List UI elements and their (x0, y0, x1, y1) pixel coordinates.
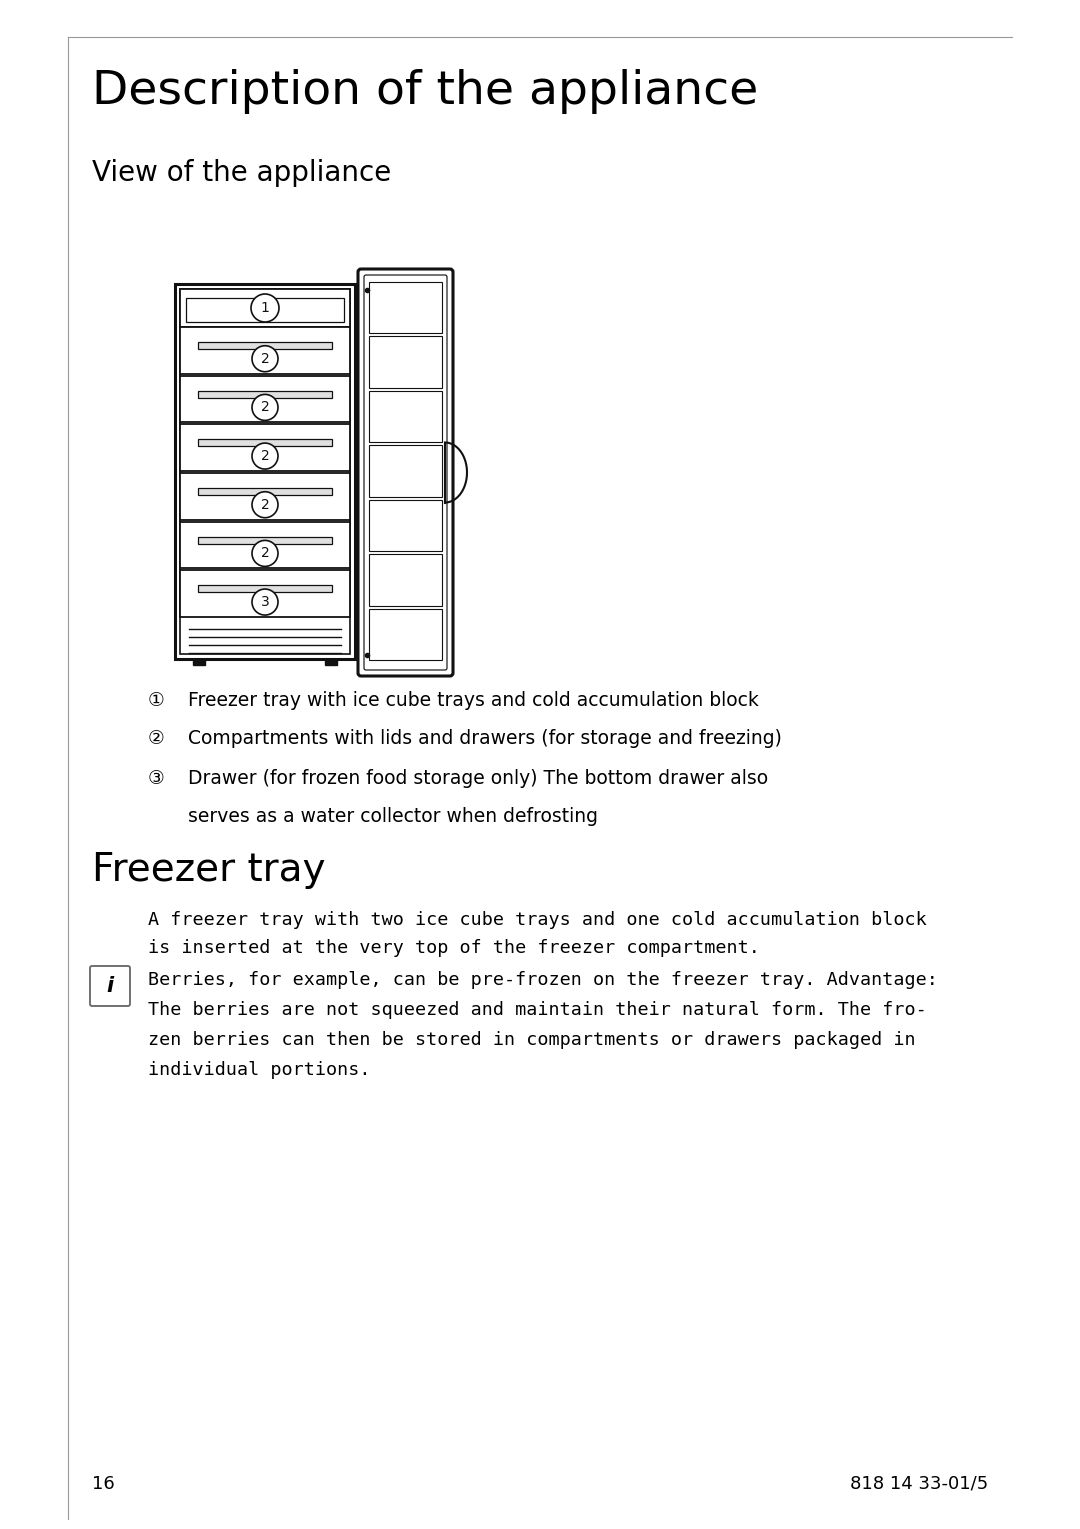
Bar (186, 298, 345, 323)
Text: Drawer (for frozen food storage only) The bottom drawer also: Drawer (for frozen food storage only) Th… (188, 769, 768, 787)
Circle shape (252, 540, 278, 566)
Text: 2: 2 (260, 352, 269, 365)
Text: zen berries can then be stored in compartments or drawers packaged in: zen berries can then be stored in compar… (148, 1031, 916, 1049)
Bar (198, 390, 332, 398)
Circle shape (252, 394, 278, 420)
Text: ②: ② (148, 729, 165, 748)
Text: Freezer tray with ice cube trays and cold accumulation block: Freezer tray with ice cube trays and col… (188, 691, 759, 709)
Bar (369, 609, 442, 661)
Text: 2: 2 (260, 546, 269, 561)
Bar (175, 284, 355, 659)
Bar (369, 445, 442, 497)
Bar (180, 289, 350, 327)
Bar (193, 659, 205, 665)
Text: 3: 3 (260, 595, 269, 609)
Bar (180, 521, 350, 569)
Text: Freezer tray: Freezer tray (92, 852, 325, 888)
Bar (180, 289, 350, 654)
Bar (369, 500, 442, 550)
Text: Description of the appliance: Description of the appliance (92, 69, 758, 115)
Text: ①: ① (148, 691, 165, 709)
Text: individual portions.: individual portions. (148, 1061, 370, 1079)
Text: Berries, for example, can be pre-frozen on the freezer tray. Advantage:: Berries, for example, can be pre-frozen … (148, 971, 937, 989)
Bar (180, 327, 350, 373)
Text: ③: ③ (148, 769, 165, 787)
Circle shape (252, 346, 278, 372)
Bar (180, 425, 350, 471)
Circle shape (252, 492, 278, 518)
Text: Compartments with lids and drawers (for storage and freezing): Compartments with lids and drawers (for … (188, 729, 782, 748)
Bar (198, 439, 332, 446)
Circle shape (252, 443, 278, 469)
Bar (180, 570, 350, 618)
Text: 2: 2 (260, 498, 269, 512)
Text: 818 14 33-01/5: 818 14 33-01/5 (850, 1475, 988, 1492)
Text: View of the appliance: View of the appliance (92, 159, 391, 187)
Bar (325, 659, 337, 665)
Bar (369, 336, 442, 388)
Bar (369, 281, 442, 333)
Circle shape (252, 589, 278, 615)
Bar (198, 342, 332, 349)
Text: serves as a water collector when defrosting: serves as a water collector when defrost… (188, 807, 598, 826)
Text: The berries are not squeezed and maintain their natural form. The fro-: The berries are not squeezed and maintai… (148, 1001, 927, 1018)
Text: 16: 16 (92, 1475, 114, 1492)
Text: 2: 2 (260, 450, 269, 463)
Bar (198, 586, 332, 592)
Text: is inserted at the very top of the freezer compartment.: is inserted at the very top of the freez… (148, 939, 760, 957)
Text: A freezer tray with two ice cube trays and one cold accumulation block: A freezer tray with two ice cube trays a… (148, 911, 927, 930)
Bar (198, 488, 332, 495)
Bar (180, 472, 350, 520)
FancyBboxPatch shape (357, 269, 453, 676)
Text: 2: 2 (260, 401, 269, 414)
Bar (180, 376, 350, 422)
Circle shape (251, 294, 279, 323)
Bar (198, 537, 332, 544)
Bar (369, 391, 442, 442)
Bar (369, 553, 442, 605)
FancyBboxPatch shape (90, 966, 130, 1006)
Text: i: i (107, 976, 113, 995)
Text: 1: 1 (260, 301, 269, 315)
